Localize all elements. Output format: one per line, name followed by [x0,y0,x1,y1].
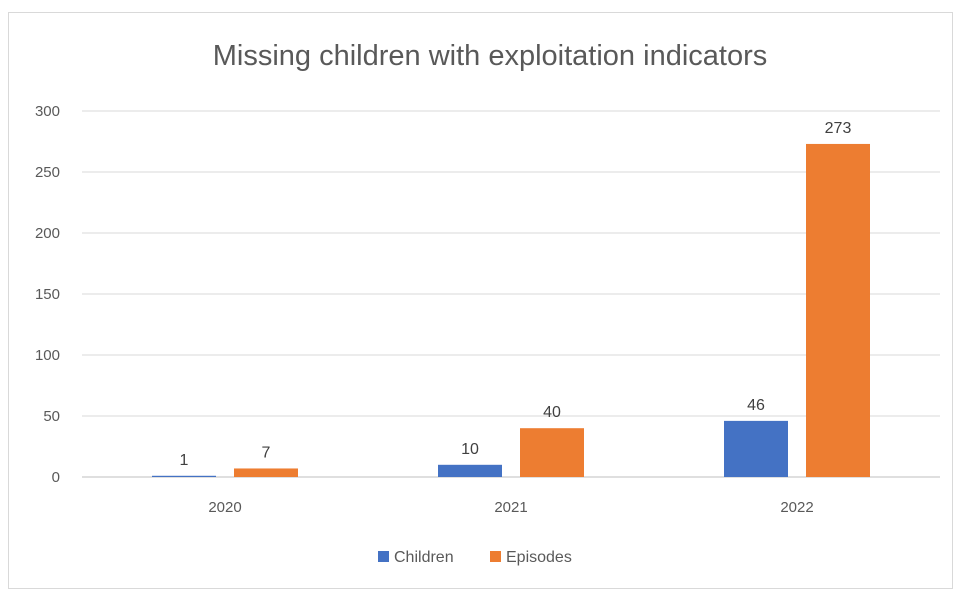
legend-swatch-children [378,551,389,562]
chart-frame [8,12,953,589]
chart-title: Missing children with exploitation indic… [212,40,768,72]
bar-children-2021 [438,464,502,477]
data-label-episodes-2020: 7 [262,444,271,461]
data-label-episodes-2021: 40 [543,404,561,421]
x-tick-label: 2020 [208,499,241,516]
y-tick-label: 0 [52,469,60,486]
gridlines [82,110,940,478]
bar-episodes-2022 [806,143,870,477]
bar-children-2022 [724,420,788,477]
bar-children-2020 [152,475,216,477]
data-label-children-2020: 1 [180,452,189,469]
y-tick-label: 250 [35,164,60,181]
legend: Children Episodes [378,549,572,566]
x-tick-label: 2021 [494,499,527,516]
data-label-children-2022: 46 [747,397,765,414]
data-labels: 1 7 10 40 46 273 [180,120,852,469]
x-axis-ticks: 2020 2021 2022 [208,499,813,516]
bar-episodes-2021 [520,428,584,477]
legend-label-episodes: Episodes [506,549,572,566]
legend-label-children: Children [394,549,454,566]
y-tick-label: 100 [35,347,60,364]
bars [152,143,870,477]
bar-episodes-2020 [234,468,298,477]
legend-swatch-episodes [490,551,501,562]
y-axis-ticks: 0 50 100 150 200 250 300 [35,103,60,486]
y-tick-label: 200 [35,225,60,242]
data-label-children-2021: 10 [461,441,479,458]
y-tick-label: 50 [43,408,60,425]
data-label-episodes-2022: 273 [825,120,852,137]
y-tick-label: 300 [35,103,60,120]
x-tick-label: 2022 [780,499,813,516]
y-tick-label: 150 [35,286,60,303]
